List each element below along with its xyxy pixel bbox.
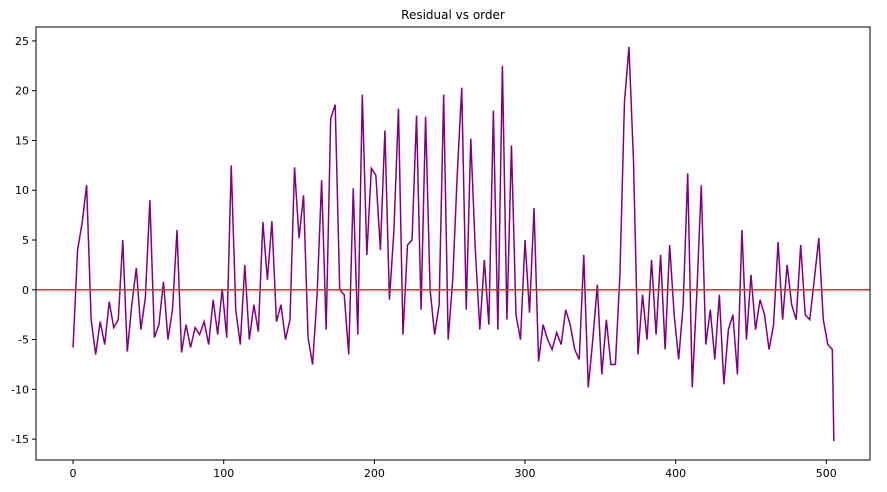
x-tick-label: 500	[816, 467, 837, 480]
y-tick-label: 20	[15, 85, 29, 98]
x-tick-label: 200	[364, 467, 385, 480]
x-tick-label: 400	[665, 467, 686, 480]
y-tick-label: 5	[22, 234, 29, 247]
y-tick-label: -5	[18, 334, 29, 347]
data-line	[72, 46, 835, 442]
x-tick-label: 300	[515, 467, 536, 480]
y-tick-label: -10	[11, 383, 29, 396]
plot-frame	[35, 26, 871, 461]
y-tick-label: -15	[11, 433, 29, 446]
y-tick-label: 25	[15, 35, 29, 48]
y-tick-label: 15	[15, 134, 29, 147]
x-tick-label: 100	[213, 467, 234, 480]
x-tick-label: 0	[70, 467, 77, 480]
y-tick-label: 0	[22, 284, 29, 297]
y-tick-label: 10	[15, 184, 29, 197]
chart-title: Residual vs order	[401, 8, 505, 22]
